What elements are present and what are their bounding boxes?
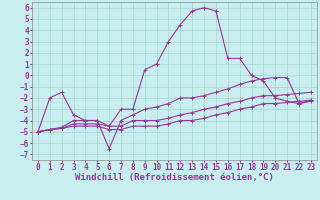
X-axis label: Windchill (Refroidissement éolien,°C): Windchill (Refroidissement éolien,°C)	[75, 173, 274, 182]
